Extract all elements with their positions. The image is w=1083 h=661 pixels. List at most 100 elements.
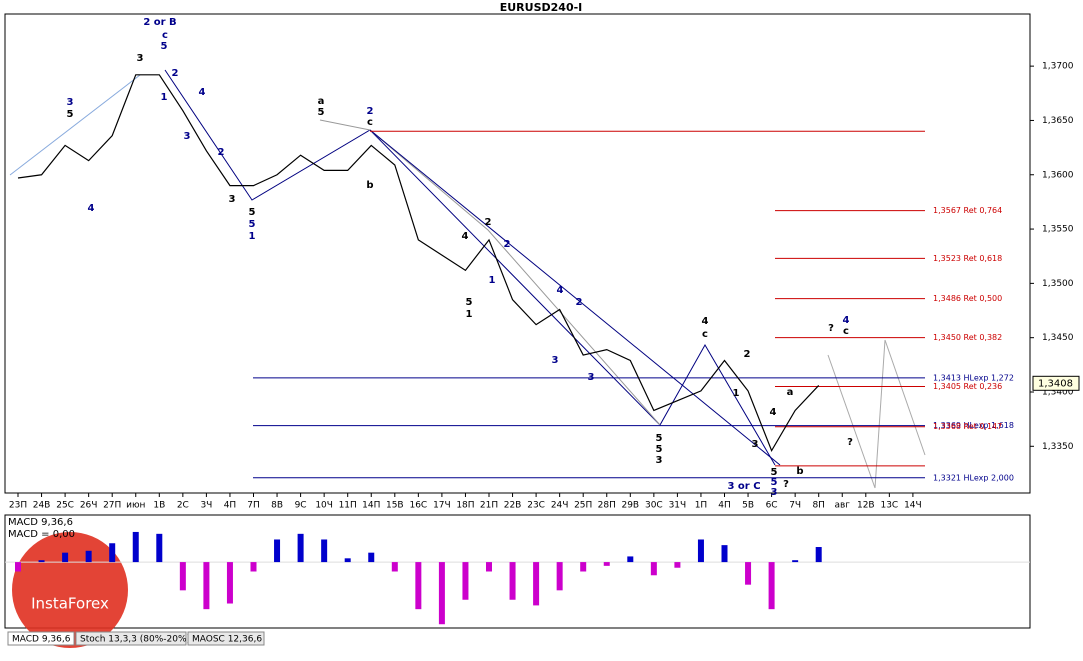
x-tick-label: 31Ч <box>669 501 687 511</box>
indicator-tab-label[interactable]: Stoch 13,3,3 (80%-20%) <box>80 635 190 645</box>
wave-label: 3 <box>67 97 74 108</box>
wave-label: 4 <box>199 87 206 98</box>
indicator-tab-label[interactable]: MAOSC 12,36,6 <box>192 635 262 645</box>
y-tick-label: 1,3500 <box>1042 279 1074 289</box>
wave-label: 5 <box>771 467 778 478</box>
x-tick-label: июн <box>126 501 145 511</box>
x-tick-label: 3Ч <box>200 501 212 511</box>
x-tick-label: 30С <box>645 501 663 511</box>
macd-bar <box>226 562 233 604</box>
current-price-box <box>1032 375 1080 391</box>
wave-label: 5 <box>656 433 663 444</box>
macd-bar <box>768 562 775 610</box>
macd-bar <box>344 558 351 563</box>
wave-label: 1 <box>249 231 256 242</box>
x-tick-label: 9С <box>295 501 307 511</box>
macd-bar <box>250 562 257 572</box>
wave-label: 3 <box>656 455 663 466</box>
macd-bar <box>486 562 492 572</box>
macd-bar <box>297 533 304 563</box>
level-label: 1,3405 Ret 0,236 <box>933 382 1002 391</box>
y-tick-label: 1,3600 <box>1042 170 1074 180</box>
wave-label: 3 <box>229 194 236 205</box>
wave-line <box>164 69 776 466</box>
wave-label: 1 <box>733 388 740 399</box>
wave-label: 2 <box>367 106 374 117</box>
wave-label: c <box>843 326 849 337</box>
macd-bar <box>650 562 657 576</box>
x-tick-label: 25С <box>56 501 74 511</box>
macd-bar <box>391 562 398 572</box>
macd-bar <box>438 562 445 625</box>
macd-bar <box>38 560 45 563</box>
level-label: 1,3567 Ret 0,764 <box>933 206 1002 215</box>
y-tick-label: 1,3550 <box>1042 225 1074 235</box>
indicator-tab-label[interactable]: MACD 9,36,6 <box>12 635 71 645</box>
macd-bar <box>697 539 704 563</box>
x-tick-label: 29В <box>621 501 639 511</box>
wave-line <box>319 119 661 426</box>
x-tick-label: 7П <box>247 501 260 511</box>
x-tick-label: 16С <box>409 501 427 511</box>
wave-label: 4 <box>702 316 709 327</box>
level-label: 1,3321 HLexp 2,000 <box>933 473 1014 482</box>
wave-lines <box>9 69 926 489</box>
indicator-tab <box>187 631 265 646</box>
macd-bar <box>674 562 681 568</box>
x-tick-label: 23С <box>527 501 545 511</box>
x-tick-label: 6С <box>766 501 778 511</box>
macd-bar <box>274 539 281 563</box>
wave-label: 3 <box>588 372 595 383</box>
macd-title: MACD 9,36,6 <box>8 517 73 528</box>
wave-label: 4 <box>557 285 564 296</box>
macd-bar <box>109 543 116 563</box>
wave-label: 4 <box>843 315 850 326</box>
wave-label: a <box>318 96 325 107</box>
x-tick-label: 27П <box>103 501 121 511</box>
macd-bar <box>533 562 540 606</box>
chart-title: EURUSD240-I <box>500 1 583 14</box>
x-tick-label: 15В <box>386 501 404 511</box>
wave-label: 5 <box>656 444 663 455</box>
x-tick-label: авг <box>834 501 850 511</box>
x-tick-label: 17Ч <box>433 501 451 511</box>
wave-label: b <box>796 466 803 477</box>
level-label: 1,3413 HLexp 1,272 <box>933 373 1014 382</box>
wave-label: c <box>367 117 373 128</box>
wave-label: 1 <box>466 309 473 320</box>
macd-bar <box>627 556 634 563</box>
x-tick-label: 25П <box>574 501 592 511</box>
x-tick-label: 4П <box>718 501 731 511</box>
indicator-tab <box>75 631 187 646</box>
macd-bar <box>203 562 210 610</box>
wave-label: 2 <box>172 68 179 79</box>
wave-label: 1 <box>489 275 496 286</box>
level-label: 1,3368 Ret 0,147 <box>933 422 1002 431</box>
x-tick-label: 28П <box>598 501 616 511</box>
macd-bar <box>603 562 610 566</box>
wave-label: 3 <box>552 355 559 366</box>
wave-label: c <box>702 329 708 340</box>
wave-label: b <box>366 180 373 191</box>
wave-label: 3 <box>771 487 778 498</box>
y-tick-label: 1,3450 <box>1042 333 1074 343</box>
macd-bar <box>509 562 516 600</box>
level-label: 1,3523 Ret 0,618 <box>933 254 1002 263</box>
y-tick-label: 1,3700 <box>1042 62 1074 72</box>
x-tick-label: 14П <box>362 501 380 511</box>
macd-bar <box>415 562 422 610</box>
x-tick-label: 24В <box>33 501 51 511</box>
macd-bar <box>132 531 139 563</box>
macd-bar <box>580 562 587 572</box>
x-tick-label: 4П <box>224 501 237 511</box>
wave-label: ? <box>847 437 853 448</box>
macd-bar <box>62 552 69 563</box>
wave-label: 5 <box>771 477 778 488</box>
x-tick-label: 11П <box>339 501 357 511</box>
macd-bar <box>368 552 375 563</box>
price-frame <box>4 13 1031 494</box>
wave-label: a <box>787 387 794 398</box>
wave-label: ? <box>828 323 834 334</box>
x-tick-label: 2С <box>177 501 189 511</box>
